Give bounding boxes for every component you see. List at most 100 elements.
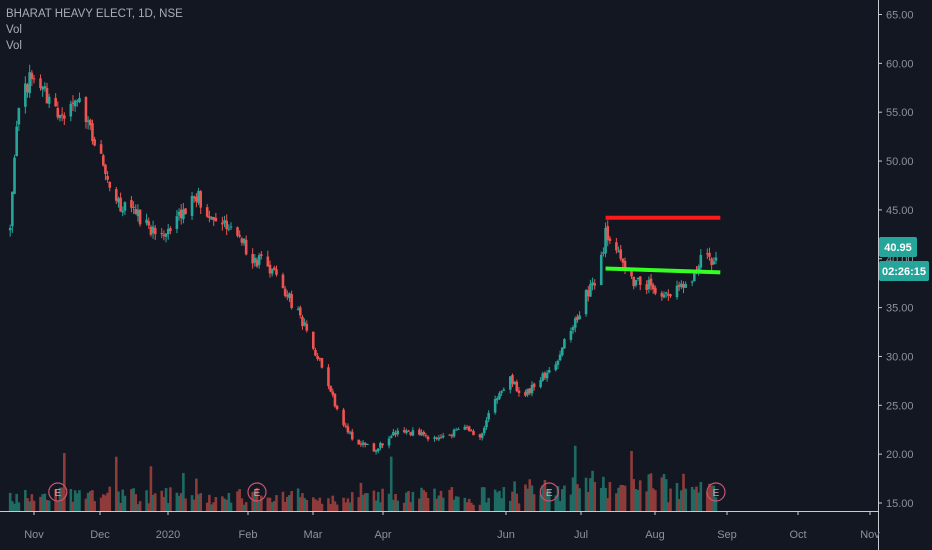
- volume-bar: [108, 486, 112, 511]
- volume-label-1[interactable]: Vol: [6, 24, 22, 36]
- volume-bar: [684, 488, 687, 511]
- y-tick-label: 55.00: [886, 107, 914, 119]
- volume-bar: [664, 479, 668, 511]
- volume-bar: [357, 497, 361, 511]
- candle-body: [483, 427, 486, 433]
- candle-body: [318, 358, 322, 360]
- volume-label-2[interactable]: Vol: [6, 40, 22, 52]
- volume-bar: [402, 502, 406, 511]
- y-axis[interactable]: 65.0060.0055.0050.0045.0040.0035.0030.00…: [878, 10, 914, 511]
- candle-body: [117, 198, 120, 203]
- volume-bar: [509, 500, 512, 511]
- volume-bar: [645, 491, 648, 511]
- volume-bar: [632, 479, 636, 511]
- drawn-lines[interactable]: [605, 215, 721, 275]
- candle-body: [363, 443, 367, 445]
- candle-body: [714, 257, 718, 261]
- candle-body: [333, 394, 337, 407]
- candle-body: [647, 279, 651, 290]
- volume-bar: [58, 487, 62, 511]
- candle-body: [615, 242, 618, 251]
- candle-body: [361, 442, 365, 445]
- earnings-marker[interactable]: E: [706, 482, 726, 502]
- volume-bar: [236, 491, 239, 511]
- candle-body: [554, 364, 558, 371]
- candle-body: [563, 339, 566, 349]
- volume-bar: [214, 497, 218, 511]
- candle-body: [558, 354, 562, 361]
- volume-bar: [599, 487, 603, 511]
- volume-bar: [166, 502, 170, 511]
- candle-body: [591, 282, 594, 286]
- symbol-title[interactable]: BHARAT HEAVY ELECT, 1D, NSE: [6, 8, 183, 20]
- candle-body: [435, 437, 438, 439]
- candle-body: [283, 288, 287, 296]
- candle-body: [208, 216, 211, 218]
- volume-bar: [470, 502, 473, 511]
- candle-body: [298, 307, 302, 316]
- volume-bar: [433, 488, 436, 511]
- candle-body: [487, 412, 490, 420]
- candle-body: [608, 238, 612, 241]
- volume-bar: [223, 498, 226, 511]
- x-tick-label: Aug: [645, 529, 665, 541]
- volume-bar: [361, 494, 365, 511]
- volume-bar: [210, 504, 213, 511]
- x-tick-label: Jun: [497, 529, 515, 541]
- volume-bars: [8, 445, 718, 511]
- x-axis[interactable]: Nov Dec 2020 Feb Mar Apr Jun Jul Aug Sep Oct Nov: [24, 511, 880, 541]
- volume-bar: [164, 488, 168, 511]
- candle-body: [515, 381, 519, 392]
- volume-bar: [407, 491, 410, 511]
- earnings-marker[interactable]: E: [539, 482, 559, 502]
- candle-body: [93, 139, 96, 146]
- candle-body: [402, 430, 406, 433]
- candle-body: [316, 355, 319, 360]
- volume-bar: [28, 501, 31, 511]
- volume-bar: [311, 497, 315, 511]
- candle-body: [593, 283, 597, 286]
- volume-bar: [268, 497, 272, 511]
- volume-bar: [483, 487, 486, 511]
- volume-bar: [130, 489, 133, 511]
- candle-body: [651, 284, 655, 290]
- candle-body: [192, 196, 196, 199]
- volume-bar: [15, 493, 18, 511]
- volume-bar: [329, 504, 332, 511]
- volume-bar: [175, 492, 179, 511]
- volume-bar: [617, 487, 620, 511]
- earnings-circle: [48, 482, 68, 502]
- volume-bar: [558, 501, 562, 511]
- candle-body: [350, 431, 354, 440]
- candle-body: [630, 270, 633, 277]
- candle-body: [39, 78, 42, 89]
- earnings-marker[interactable]: E: [48, 482, 68, 502]
- candle-body: [32, 78, 36, 80]
- candle-body: [452, 429, 456, 437]
- candle-body: [58, 114, 62, 119]
- volume-bar: [450, 487, 454, 511]
- candle-body: [296, 308, 300, 310]
- candle-body: [502, 389, 506, 391]
- volume-bar: [288, 495, 291, 511]
- volume-bar: [638, 480, 642, 511]
- candle-body: [251, 253, 254, 264]
- volume-bar: [39, 496, 42, 511]
- candle-body: [240, 238, 244, 243]
- volume-bar: [73, 490, 77, 511]
- candle-body: [86, 120, 90, 123]
- candle-body: [221, 222, 224, 225]
- volume-bar: [121, 489, 125, 511]
- earnings-marker[interactable]: E: [247, 482, 267, 502]
- x-tick-label: Nov: [24, 529, 44, 541]
- candle-body: [669, 294, 672, 297]
- volume-bar: [379, 502, 382, 511]
- candle-body: [223, 220, 226, 223]
- volume-bar: [331, 495, 335, 511]
- volume-bar: [273, 501, 276, 511]
- support-line[interactable]: [605, 266, 721, 275]
- earnings-label: E: [254, 488, 261, 499]
- candle-body: [407, 430, 410, 432]
